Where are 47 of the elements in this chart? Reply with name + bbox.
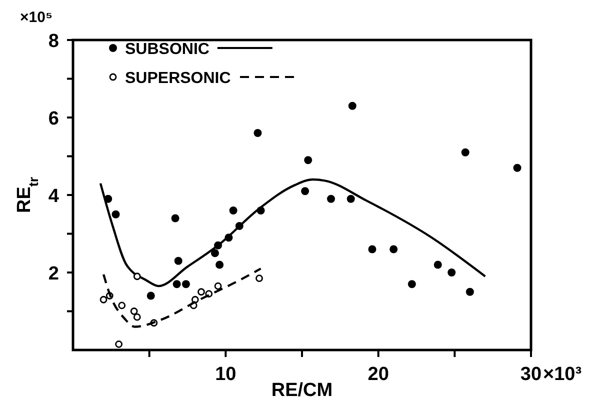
point bbox=[434, 260, 442, 269]
x-tick-label: 30 bbox=[520, 364, 542, 385]
point bbox=[182, 280, 190, 288]
point bbox=[327, 194, 336, 203]
point bbox=[172, 280, 181, 288]
point bbox=[346, 194, 355, 203]
legend-label: SUBSONIC bbox=[125, 41, 210, 58]
point bbox=[100, 296, 108, 304]
point bbox=[174, 256, 182, 265]
point bbox=[133, 272, 141, 280]
point bbox=[390, 245, 398, 254]
point bbox=[513, 164, 522, 172]
y-tick-label: 8 bbox=[48, 31, 59, 52]
legend-label: SUPERSONIC bbox=[125, 70, 232, 87]
y-tick-label: 4 bbox=[48, 186, 60, 207]
x-axis-title: RE/CM bbox=[271, 380, 333, 401]
y-tick-label: 2 bbox=[48, 264, 59, 284]
point bbox=[171, 214, 180, 222]
point bbox=[130, 308, 138, 315]
point bbox=[461, 148, 470, 156]
point bbox=[408, 280, 416, 288]
point bbox=[191, 296, 199, 304]
point bbox=[146, 292, 155, 300]
point bbox=[254, 129, 262, 137]
y-tick-label: 6 bbox=[48, 108, 59, 130]
point bbox=[448, 268, 456, 276]
point bbox=[466, 288, 474, 296]
point bbox=[115, 340, 122, 348]
x-tick-label: 20 bbox=[368, 364, 389, 385]
point bbox=[256, 274, 263, 282]
point bbox=[133, 313, 141, 321]
point bbox=[210, 249, 219, 258]
text: ×10³ bbox=[543, 364, 582, 385]
point bbox=[118, 302, 126, 310]
line-series bbox=[99, 178, 486, 288]
x-tick-label: 10 bbox=[215, 364, 236, 385]
point bbox=[348, 102, 356, 110]
point bbox=[368, 245, 376, 254]
text: ×10⁵ bbox=[20, 9, 52, 26]
line-series bbox=[102, 268, 262, 328]
point bbox=[214, 282, 222, 290]
point bbox=[301, 187, 310, 196]
point bbox=[229, 206, 238, 214]
point bbox=[304, 156, 312, 164]
point bbox=[198, 288, 205, 296]
point bbox=[112, 210, 120, 218]
point bbox=[216, 260, 224, 269]
